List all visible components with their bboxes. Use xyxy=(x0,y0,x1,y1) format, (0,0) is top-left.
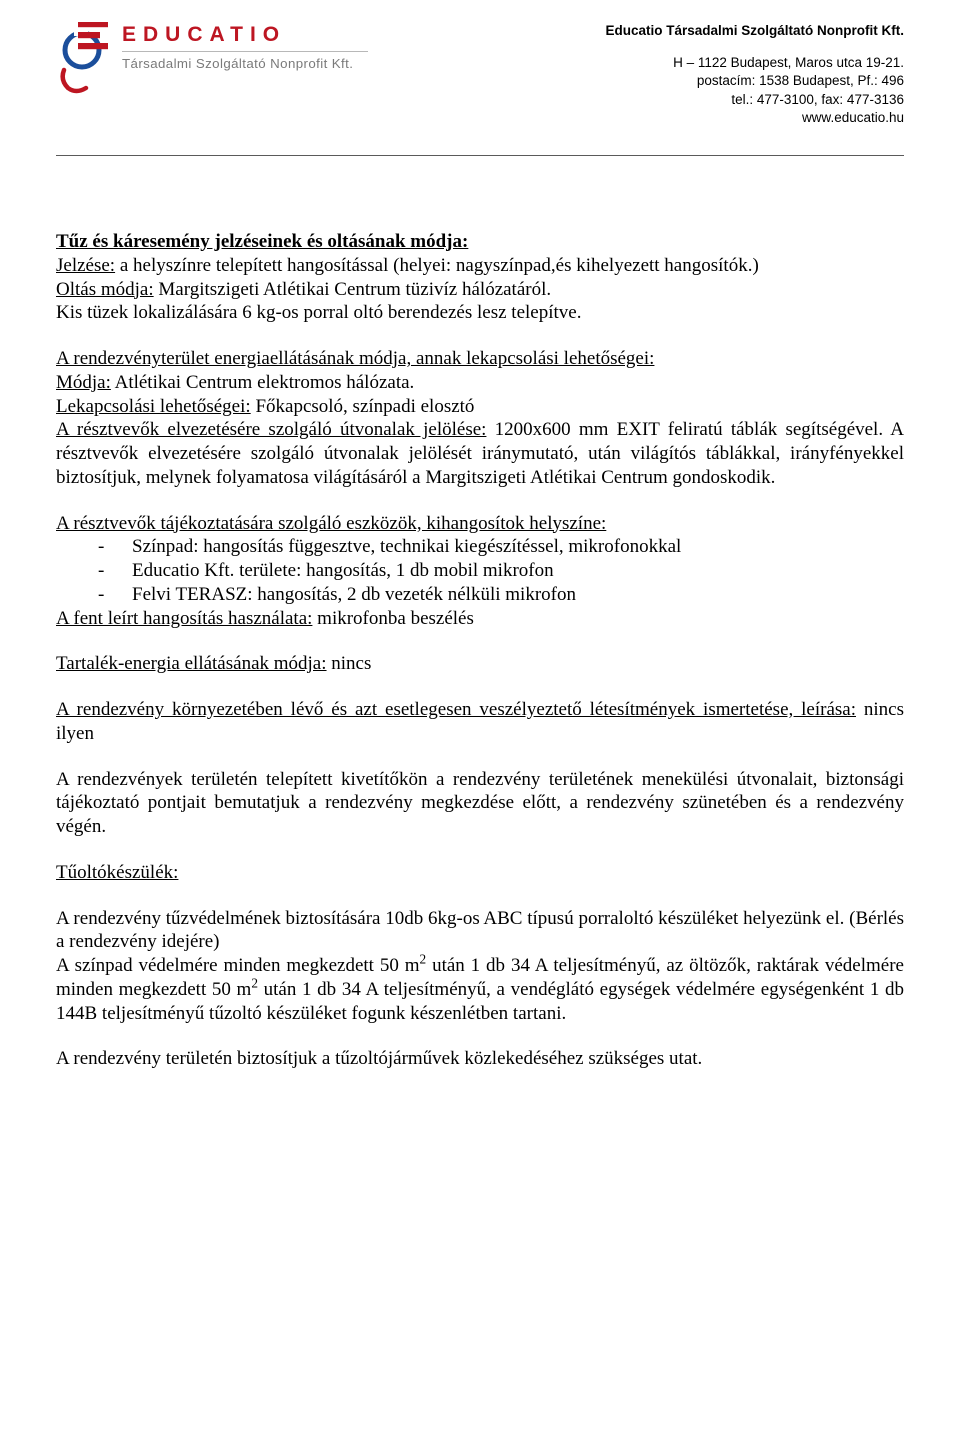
section-access: A rendezvény területén biztosítjuk a tűz… xyxy=(56,1047,904,1071)
sec7-p2: A színpad védelmére minden megkezdett 50… xyxy=(56,954,904,1025)
sec7-p1: A rendezvény tűzvédelmének biztosítására… xyxy=(56,907,904,955)
section-energy: A rendezvényterület energiaellátásának m… xyxy=(56,347,904,490)
logo-icon xyxy=(56,22,110,94)
sec6-text: A rendezvények területén telepített kive… xyxy=(56,768,904,839)
sec2-line3-label: A résztvevők elvezetésére szolgáló útvon… xyxy=(56,419,486,440)
sec1-line1-label: Jelzése: xyxy=(56,255,115,276)
sec4-label: Tartalék-energia ellátásának módja: xyxy=(56,653,327,674)
org-addr2: postacím: 1538 Budapest, Pf.: 496 xyxy=(605,72,904,90)
section-extinguisher-body: A rendezvény tűzvédelmének biztosítására… xyxy=(56,907,904,1026)
list-item: Educatio Kft. területe: hangosítás, 1 db… xyxy=(98,559,904,583)
section-surroundings: A rendezvény környezetében lévő és azt e… xyxy=(56,698,904,746)
sec3-note-text: mikrofonba beszélés xyxy=(312,608,473,629)
org-addr1: H – 1122 Budapest, Maros utca 19-21. xyxy=(605,54,904,72)
sec2-line2-label: Lekapcsolási lehetőségei: xyxy=(56,396,251,417)
sec1-line2-text: Margitszigeti Atlétikai Centrum tüzivíz … xyxy=(154,279,552,300)
list-item: Felvi TERASZ: hangosítás, 2 db vezeték n… xyxy=(98,583,904,607)
sec3-title: A résztvevők tájékoztatására szolgáló es… xyxy=(56,513,606,534)
sec2-line1-text: Atlétikai Centrum elektromos hálózata. xyxy=(111,372,414,393)
section-info-tools: A résztvevők tájékoztatására szolgáló es… xyxy=(56,512,904,631)
sec2-line2-text: Főkapcsoló, színpadi elosztó xyxy=(251,396,475,417)
sec1-line1-text: a helyszínre telepített hangosítással (h… xyxy=(115,255,759,276)
sec3-note-label: A fent leírt hangosítás használata: xyxy=(56,608,312,629)
sec5-label: A rendezvény környezetében lévő és azt e… xyxy=(56,699,856,720)
sec3-list: Színpad: hangosítás függesztve, technika… xyxy=(98,535,904,606)
sec2-line1-label: Módja: xyxy=(56,372,111,393)
sec2-title: A rendezvényterület energiaellátásának m… xyxy=(56,348,654,369)
section-extinguisher-title: Tűoltókészülék: xyxy=(56,861,904,885)
section-projectors: A rendezvények területén telepített kive… xyxy=(56,768,904,839)
list-item: Színpad: hangosítás függesztve, technika… xyxy=(98,535,904,559)
logo-word: EDUCATIO xyxy=(122,24,368,45)
sec8-text: A rendezvény területén biztosítjuk a tűz… xyxy=(56,1047,904,1071)
org-block: Educatio Társadalmi Szolgáltató Nonprofi… xyxy=(605,22,904,127)
logo-text: EDUCATIO Társadalmi Szolgáltató Nonprofi… xyxy=(122,22,368,73)
sec7-title: Tűoltókészülék: xyxy=(56,862,178,883)
page: EDUCATIO Társadalmi Szolgáltató Nonprofi… xyxy=(0,0,960,1149)
section-fire: Tűz és káresemény jelzéseinek és oltásán… xyxy=(56,230,904,325)
header: EDUCATIO Társadalmi Szolgáltató Nonprofi… xyxy=(56,22,904,127)
sec4-text: nincs xyxy=(327,653,372,674)
logo-block: EDUCATIO Társadalmi Szolgáltató Nonprofi… xyxy=(56,22,368,94)
header-divider xyxy=(56,155,904,156)
org-web: www.educatio.hu xyxy=(605,109,904,127)
logo-divider xyxy=(122,51,368,52)
sec1-line2-label: Oltás módja: xyxy=(56,279,154,300)
logo-subtitle: Társadalmi Szolgáltató Nonprofit Kft. xyxy=(122,56,368,73)
content: Tűz és káresemény jelzéseinek és oltásán… xyxy=(56,230,904,1071)
sec1-line3: Kis tüzek lokalizálására 6 kg-os porral … xyxy=(56,301,904,325)
section-backup-energy: Tartalék-energia ellátásának módja: ninc… xyxy=(56,652,904,676)
org-tel: tel.: 477-3100, fax: 477-3136 xyxy=(605,91,904,109)
org-name: Educatio Társadalmi Szolgáltató Nonprofi… xyxy=(605,22,904,40)
sec1-title: Tűz és káresemény jelzéseinek és oltásán… xyxy=(56,231,468,252)
